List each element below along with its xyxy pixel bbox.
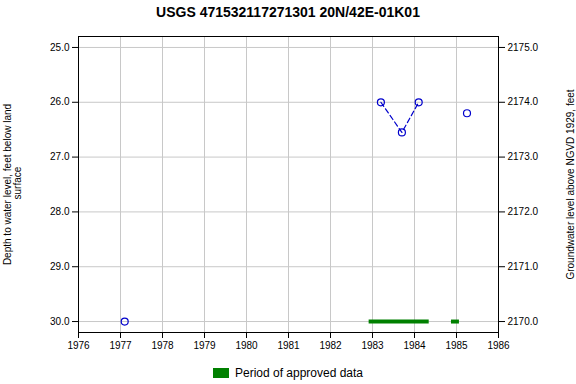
svg-text:2173.0: 2173.0 — [508, 151, 539, 162]
svg-text:1978: 1978 — [151, 340, 174, 351]
svg-text:1980: 1980 — [235, 340, 258, 351]
svg-text:1986: 1986 — [487, 340, 510, 351]
svg-text:28.0: 28.0 — [50, 206, 70, 217]
svg-text:2172.0: 2172.0 — [508, 206, 539, 217]
svg-text:Groundwater level above NGVD 1: Groundwater level above NGVD 1929, feet — [565, 89, 576, 279]
svg-text:1985: 1985 — [445, 340, 468, 351]
html-text:Period of approved data: Period of approved data — [235, 366, 363, 380]
html-text:USGS 471532117271301 20N/42E-0: USGS 471532117271301 20N/42E-01K01 — [156, 4, 420, 20]
svg-text:26.0: 26.0 — [50, 96, 70, 107]
svg-text:1982: 1982 — [319, 340, 342, 351]
svg-text:Depth to water level, feet bel: Depth to water level, feet below land su… — [2, 104, 23, 265]
svg-text:2175.0: 2175.0 — [508, 42, 539, 53]
svg-text:1976: 1976 — [67, 340, 90, 351]
svg-text:2174.0: 2174.0 — [508, 96, 539, 107]
svg-text:1983: 1983 — [361, 340, 384, 351]
svg-text:25.0: 25.0 — [50, 42, 70, 53]
svg-text:27.0: 27.0 — [50, 151, 70, 162]
svg-text:1977: 1977 — [109, 340, 132, 351]
svg-text:30.0: 30.0 — [50, 316, 70, 327]
svg-text:1984: 1984 — [403, 340, 426, 351]
svg-text:29.0: 29.0 — [50, 261, 70, 272]
svg-text:2170.0: 2170.0 — [508, 316, 539, 327]
svg-text:1979: 1979 — [193, 340, 216, 351]
svg-text:1981: 1981 — [277, 340, 300, 351]
svg-text:2171.0: 2171.0 — [508, 261, 539, 272]
